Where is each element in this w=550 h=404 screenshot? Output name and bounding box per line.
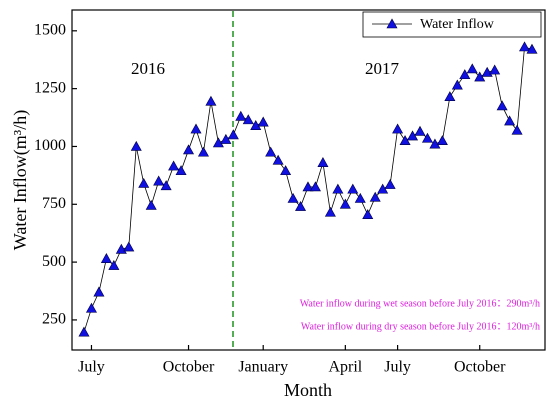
legend-label: Water Inflow: [420, 17, 495, 32]
data-point: [242, 114, 254, 125]
x-tick-label: July: [384, 359, 411, 376]
data-point: [451, 79, 463, 90]
data-point: [466, 63, 478, 74]
data-point: [489, 64, 501, 75]
data-point: [227, 129, 239, 140]
annotation: 2016: [131, 59, 165, 78]
data-point: [123, 241, 135, 252]
annotation: Water inflow during wet season before Ju…: [300, 298, 540, 309]
data-point: [324, 206, 336, 217]
data-point: [250, 120, 262, 130]
data-point: [332, 183, 344, 194]
data-point: [526, 43, 538, 54]
y-tick-label: 750: [42, 195, 66, 212]
data-point: [504, 115, 516, 126]
data-point: [436, 135, 448, 145]
data-point: [295, 200, 307, 211]
data-point: [205, 95, 217, 106]
data-point: [459, 69, 471, 80]
data-point: [175, 165, 187, 176]
annotation: Water inflow during dry season before Ju…: [301, 321, 540, 332]
data-point: [444, 91, 456, 102]
x-tick-label: April: [328, 359, 362, 376]
data-point: [85, 302, 97, 313]
data-point: [392, 123, 404, 134]
data-point: [197, 146, 209, 157]
data-point: [212, 137, 224, 148]
data-point: [190, 123, 202, 134]
data-point: [369, 191, 381, 202]
data-point: [362, 209, 374, 219]
data-point: [160, 180, 172, 191]
data-point: [168, 160, 180, 171]
data-point: [78, 326, 90, 337]
y-axis-label: Water Inflow(m³/h): [10, 110, 31, 250]
y-tick-label: 1000: [34, 137, 66, 154]
data-point: [93, 286, 105, 297]
data-point: [287, 192, 299, 203]
x-tick-label: July: [78, 359, 105, 376]
x-axis-label: Month: [284, 380, 332, 400]
x-tick-label: October: [163, 359, 215, 376]
y-tick-label: 1500: [34, 21, 66, 38]
data-point: [183, 144, 195, 155]
annotation: 2017: [365, 59, 400, 78]
data-point: [145, 199, 157, 210]
data-point: [108, 259, 120, 270]
data-point: [429, 138, 441, 149]
data-point: [265, 146, 277, 157]
data-point: [309, 181, 321, 192]
data-point: [280, 165, 292, 176]
y-tick-label: 250: [42, 311, 66, 328]
data-point: [235, 110, 247, 121]
data-point: [257, 116, 269, 127]
data-point: [421, 132, 433, 143]
legend-marker: [386, 18, 398, 29]
data-point: [317, 157, 329, 167]
data-point: [339, 198, 351, 209]
data-point: [347, 183, 359, 194]
data-point: [496, 100, 508, 111]
data-point: [153, 175, 165, 186]
data-point: [519, 41, 531, 52]
data-point: [354, 192, 366, 203]
data-point: [138, 177, 150, 188]
y-tick-label: 1250: [34, 79, 66, 96]
data-point: [384, 179, 396, 189]
x-tick-label: October: [454, 359, 506, 376]
x-tick-label: January: [238, 359, 288, 376]
data-point: [414, 125, 426, 136]
data-point: [272, 154, 284, 165]
data-point: [302, 181, 314, 192]
y-tick-label: 500: [42, 253, 66, 270]
data-point: [100, 253, 112, 263]
plot-frame: [71, 9, 546, 351]
data-point: [130, 140, 142, 151]
data-point: [511, 124, 523, 135]
